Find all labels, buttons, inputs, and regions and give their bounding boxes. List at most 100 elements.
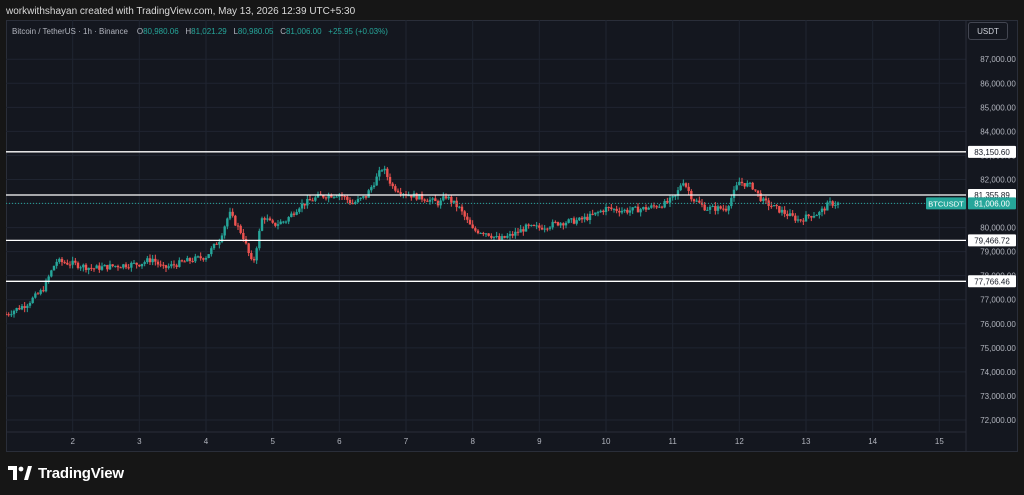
candle-body bbox=[380, 170, 384, 172]
candle-body bbox=[71, 260, 74, 265]
candle-body bbox=[375, 176, 378, 186]
candle-body bbox=[228, 211, 232, 219]
candle-body bbox=[746, 183, 749, 187]
candle-body bbox=[399, 192, 402, 195]
change-value: +25.95 (+0.03%) bbox=[328, 27, 388, 36]
candle-body bbox=[95, 265, 98, 269]
candle-body bbox=[770, 205, 773, 207]
candle-body bbox=[322, 195, 325, 198]
candle-body bbox=[199, 256, 202, 259]
candle-body bbox=[423, 199, 426, 201]
candle-body bbox=[612, 208, 616, 210]
candle-body bbox=[274, 222, 277, 226]
candle-body bbox=[348, 199, 352, 204]
open-value: 80,980.06 bbox=[143, 27, 179, 36]
candle-body bbox=[522, 229, 525, 232]
candle-body bbox=[138, 264, 141, 267]
candle-body bbox=[362, 196, 365, 198]
candle-body bbox=[332, 196, 336, 198]
candle-body bbox=[188, 258, 192, 261]
candle-body bbox=[82, 264, 85, 268]
time-tick-label: 2 bbox=[70, 437, 75, 446]
candle-body bbox=[674, 195, 677, 197]
candle-body bbox=[428, 199, 432, 202]
candle-body bbox=[410, 195, 413, 198]
line-price-label: 79,466.72 bbox=[974, 236, 1010, 245]
candle-body bbox=[698, 200, 701, 203]
candle-body bbox=[372, 185, 376, 188]
price-chart[interactable]: 87,000.0086,000.0085,000.0084,000.0083,0… bbox=[6, 20, 1018, 452]
candle-body bbox=[484, 233, 488, 235]
candle-body bbox=[23, 306, 26, 308]
candle-body bbox=[474, 228, 477, 231]
candle-body bbox=[159, 264, 162, 266]
candle-body bbox=[271, 220, 274, 223]
candle-body bbox=[247, 243, 250, 254]
candle-body bbox=[220, 235, 224, 242]
candle-body bbox=[7, 314, 10, 316]
candle-body bbox=[604, 207, 608, 213]
candle-body bbox=[351, 203, 354, 205]
candle-body bbox=[527, 224, 530, 226]
candle-body bbox=[666, 200, 669, 203]
candle-body bbox=[716, 206, 720, 211]
candle-body bbox=[818, 212, 821, 216]
candle-body bbox=[130, 262, 133, 268]
candle-body bbox=[76, 262, 80, 268]
footer-logo[interactable]: TradingView bbox=[8, 462, 124, 484]
candle-body bbox=[98, 265, 101, 270]
candle-body bbox=[599, 210, 602, 213]
chart-grid bbox=[6, 20, 967, 452]
candle-body bbox=[106, 264, 109, 270]
currency-button[interactable]: USDT bbox=[968, 22, 1008, 40]
candle-body bbox=[6, 314, 8, 316]
candle-body bbox=[178, 260, 181, 267]
top-bar: workwithshayan created with TradingView.… bbox=[0, 0, 1024, 22]
candle-body bbox=[658, 206, 661, 208]
candle-body bbox=[580, 217, 584, 220]
candle-body bbox=[764, 198, 768, 201]
candle-body bbox=[196, 256, 200, 258]
candle-body bbox=[554, 221, 557, 223]
time-tick-label: 13 bbox=[802, 437, 811, 446]
time-tick-label: 15 bbox=[935, 437, 944, 446]
candle-body bbox=[378, 170, 381, 177]
candle-body bbox=[650, 205, 653, 208]
symbol-title: Bitcoin / TetherUS · 1h · Binance bbox=[12, 27, 128, 36]
candle-body bbox=[114, 265, 117, 267]
candle-body bbox=[215, 243, 218, 245]
candle-body bbox=[164, 265, 168, 268]
candle-body bbox=[346, 196, 349, 200]
candle-body bbox=[231, 211, 234, 216]
candle-body bbox=[252, 259, 256, 261]
candle-body bbox=[810, 216, 813, 218]
candle-body bbox=[596, 212, 600, 214]
candle-body bbox=[391, 183, 394, 187]
candle-body bbox=[450, 196, 453, 203]
candle-body bbox=[90, 267, 93, 269]
candle-body bbox=[455, 200, 458, 208]
line-price-tag bbox=[968, 275, 1016, 288]
candle-body bbox=[212, 243, 216, 249]
candle-body bbox=[239, 225, 242, 233]
candle-body bbox=[684, 183, 688, 187]
candle-body bbox=[74, 260, 77, 263]
candle-body bbox=[620, 210, 624, 213]
candle-body bbox=[591, 213, 594, 215]
candle-body bbox=[236, 225, 240, 227]
candle-body bbox=[476, 230, 480, 234]
time-tick-label: 7 bbox=[404, 437, 409, 446]
candle-body bbox=[626, 209, 629, 213]
low-value: 80,980.05 bbox=[237, 27, 274, 36]
candle-body bbox=[578, 217, 581, 221]
candle-body bbox=[226, 218, 229, 227]
candle-body bbox=[636, 206, 640, 213]
candle-body bbox=[284, 221, 288, 223]
candle-body bbox=[434, 198, 437, 202]
candle-body bbox=[383, 168, 386, 171]
candle-body bbox=[364, 196, 368, 198]
candle-body bbox=[84, 264, 88, 270]
candle-body bbox=[15, 308, 18, 311]
candle-body bbox=[826, 202, 829, 211]
candle-body bbox=[180, 260, 184, 262]
